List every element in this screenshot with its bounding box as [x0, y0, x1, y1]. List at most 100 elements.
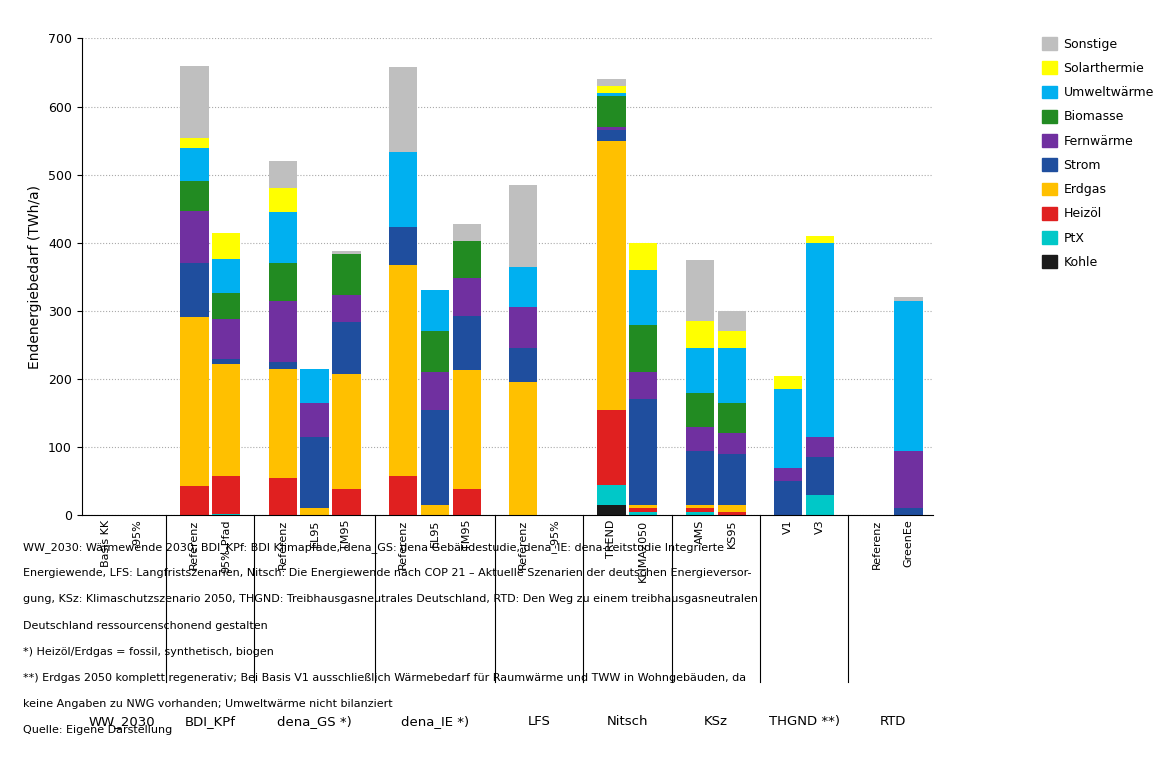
- Bar: [630, 243, 658, 270]
- Bar: [717, 331, 746, 348]
- Bar: [630, 270, 658, 325]
- Bar: [332, 251, 360, 255]
- Bar: [212, 319, 240, 358]
- Bar: [686, 321, 714, 348]
- Bar: [894, 508, 922, 515]
- Text: Quelle: Eigene Darstellung: Quelle: Eigene Darstellung: [23, 725, 173, 735]
- Bar: [181, 66, 209, 138]
- Bar: [301, 437, 329, 508]
- Text: *) Heizöl/Erdgas = fossil, synthetisch, biogen: *) Heizöl/Erdgas = fossil, synthetisch, …: [23, 647, 274, 657]
- Bar: [597, 96, 626, 127]
- Bar: [388, 227, 417, 265]
- Text: RTD: RTD: [879, 715, 906, 728]
- Bar: [332, 255, 360, 295]
- Bar: [388, 265, 417, 476]
- Bar: [894, 301, 922, 451]
- Bar: [268, 478, 297, 515]
- Bar: [332, 489, 360, 515]
- Bar: [268, 369, 297, 478]
- Bar: [597, 505, 626, 515]
- Bar: [597, 93, 626, 96]
- Bar: [894, 298, 922, 301]
- Bar: [806, 494, 834, 515]
- Bar: [686, 260, 714, 321]
- Bar: [717, 348, 746, 403]
- Bar: [717, 434, 746, 454]
- Bar: [181, 181, 209, 211]
- Bar: [452, 315, 480, 370]
- Bar: [181, 262, 209, 317]
- Bar: [388, 152, 417, 227]
- Bar: [268, 212, 297, 263]
- Bar: [686, 427, 714, 451]
- Bar: [686, 451, 714, 505]
- Bar: [332, 295, 360, 322]
- Bar: [510, 348, 538, 382]
- Bar: [774, 389, 802, 468]
- Bar: [268, 362, 297, 369]
- Bar: [452, 370, 480, 489]
- Bar: [510, 185, 538, 267]
- Bar: [806, 458, 834, 494]
- Bar: [212, 477, 240, 514]
- Bar: [806, 437, 834, 458]
- Bar: [268, 301, 297, 362]
- Bar: [686, 393, 714, 427]
- Bar: [301, 508, 329, 515]
- Bar: [212, 514, 240, 515]
- Bar: [894, 451, 922, 508]
- Text: Nitsch: Nitsch: [606, 715, 648, 728]
- Bar: [421, 410, 449, 505]
- Bar: [774, 468, 802, 481]
- Bar: [806, 236, 834, 243]
- Bar: [597, 127, 626, 131]
- Bar: [452, 224, 480, 241]
- Bar: [510, 267, 538, 308]
- Bar: [774, 375, 802, 389]
- Bar: [510, 382, 538, 515]
- Bar: [181, 317, 209, 486]
- Bar: [301, 403, 329, 437]
- Text: KSz: KSz: [704, 715, 728, 728]
- Bar: [421, 291, 449, 331]
- Bar: [268, 263, 297, 301]
- Bar: [686, 348, 714, 393]
- Bar: [452, 278, 480, 315]
- Bar: [212, 358, 240, 364]
- Bar: [686, 508, 714, 512]
- Bar: [212, 233, 240, 259]
- Bar: [597, 141, 626, 410]
- Bar: [597, 484, 626, 505]
- Text: dena_IE *): dena_IE *): [401, 715, 469, 728]
- Bar: [332, 374, 360, 489]
- Bar: [717, 454, 746, 505]
- Bar: [212, 259, 240, 293]
- Bar: [717, 512, 746, 515]
- Bar: [630, 399, 658, 505]
- Bar: [630, 508, 658, 512]
- Bar: [421, 372, 449, 410]
- Bar: [181, 486, 209, 515]
- Text: BDI_KPf: BDI_KPf: [184, 715, 236, 728]
- Text: WW_2030: Wärmewende 2030, BDI_KPf: BDI Klimapfade, dena_GS: dena Gebäudestudie, : WW_2030: Wärmewende 2030, BDI_KPf: BDI K…: [23, 542, 724, 553]
- Y-axis label: Endenergiebedarf (TWh/a): Endenergiebedarf (TWh/a): [28, 185, 42, 369]
- Bar: [630, 512, 658, 515]
- Bar: [452, 489, 480, 515]
- Bar: [421, 331, 449, 372]
- Bar: [806, 243, 834, 437]
- Bar: [597, 131, 626, 141]
- Text: Energiewende, LFS: Langfristszenarien, Nitsch: Die Energiewende nach COP 21 – Ak: Energiewende, LFS: Langfristszenarien, N…: [23, 568, 752, 578]
- Bar: [388, 67, 417, 152]
- Bar: [597, 79, 626, 86]
- Bar: [717, 403, 746, 434]
- Text: THGND **): THGND **): [768, 715, 840, 728]
- Bar: [686, 505, 714, 508]
- Bar: [268, 188, 297, 212]
- Bar: [212, 364, 240, 477]
- Bar: [686, 512, 714, 515]
- Bar: [181, 148, 209, 181]
- Bar: [452, 241, 480, 278]
- Bar: [510, 308, 538, 348]
- Bar: [717, 505, 746, 512]
- Bar: [421, 505, 449, 515]
